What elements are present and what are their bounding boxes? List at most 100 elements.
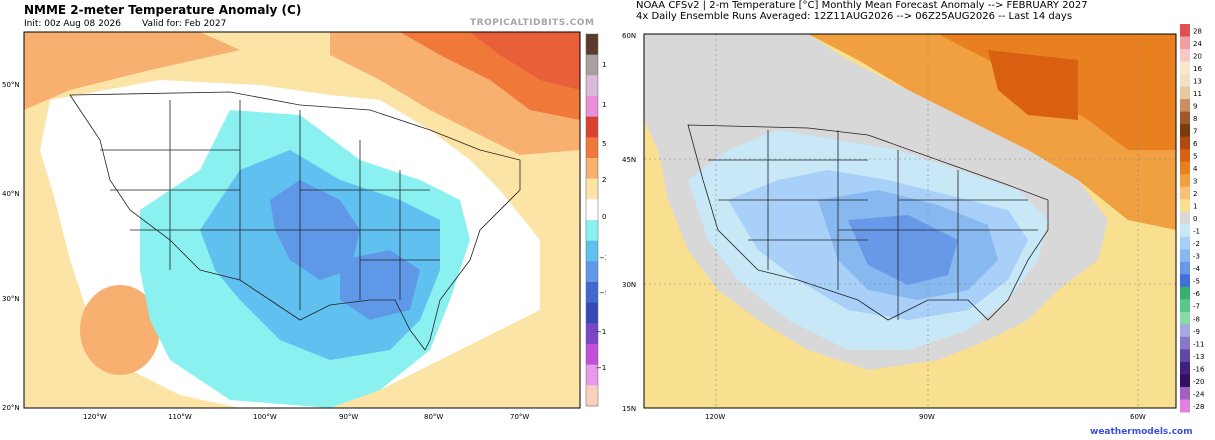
colorbar-label: -4: [1193, 265, 1201, 273]
colorbar-swatch: [1180, 349, 1190, 363]
colorbar-swatch: [1180, 186, 1190, 200]
colorbar-label: 28: [1193, 27, 1202, 35]
panel-subtitle: 4x Daily Ensemble Runs Averaged: 12Z11AU…: [636, 11, 1073, 22]
colorbar-swatch: [1180, 74, 1190, 88]
colorbar-label: 4: [1193, 165, 1198, 173]
colorbar-swatch: [1180, 361, 1190, 375]
colorbar-label: -3: [1193, 253, 1200, 261]
lon-label: 100°W: [253, 413, 277, 421]
colorbar-swatch: [586, 34, 598, 56]
colorbar-frame: [585, 33, 599, 407]
cfsv2-panel: NOAA CFSv2 | 2-m Temperature [°C] Monthl…: [608, 0, 1215, 440]
state-boundaries: [69, 91, 521, 351]
map-frame: [643, 33, 1177, 409]
lon-label: 110°W: [168, 413, 192, 421]
colorbar-swatch: [586, 178, 598, 200]
colorbar-swatch: [586, 344, 598, 366]
lat-label: 30N: [622, 281, 636, 289]
colorbar-swatch: [586, 240, 598, 262]
colorbar-label: -2: [1193, 240, 1200, 248]
colorbar-swatch: [586, 364, 598, 386]
colorbar-label: 8: [1193, 115, 1197, 123]
colorbar-label: −2: [599, 254, 606, 262]
colorbar-label: -13: [1193, 353, 1204, 361]
colorbar-swatch: [586, 199, 598, 221]
warm-anomaly-southwest: [80, 285, 160, 375]
colorbar-label: −18: [596, 364, 606, 372]
nmme-colorbar: [585, 33, 599, 407]
colorbar-label: -24: [1193, 390, 1205, 398]
graticule: [644, 34, 1176, 408]
colorbar-label: 13: [1193, 77, 1202, 85]
colorbar-label: 18: [602, 61, 606, 69]
colorbar-label: -6: [1193, 290, 1201, 298]
cfsv2-colorbar: 28 24 20 16 13 11 9 8 7 6 5 4 3 2 1 0 -1 -2 -3 -4 -5 -6 -7 -8 -9…: [1180, 24, 1205, 413]
source-brand: TROPICALTIDBITS.COM: [470, 18, 595, 28]
colorbar-swatch: [1180, 236, 1190, 250]
lon-label: 90°W: [339, 413, 358, 421]
colorbar-swatch: [1180, 86, 1190, 100]
colorbar-swatch: [1180, 199, 1190, 213]
colorbar-swatch: [1180, 399, 1190, 413]
colorbar-label: -8: [1193, 315, 1200, 323]
colorbar-swatch: [586, 385, 598, 407]
lat-label: 15N: [622, 405, 636, 413]
colorbar-swatch: [586, 261, 598, 283]
colorbar-label: 9: [1193, 102, 1197, 110]
colorbar-label: -1: [1193, 228, 1200, 236]
colorbar-swatch: [1180, 374, 1190, 388]
colorbar-swatch: [586, 323, 598, 345]
init-time: Init: 00z Aug 08 2026: [24, 19, 121, 29]
colorbar-swatch: [1180, 211, 1190, 225]
colorbar-swatch: [1180, 49, 1190, 63]
colorbar-swatch: [586, 116, 598, 138]
colorbar-swatch: [1180, 136, 1190, 150]
colorbar-label: 5: [602, 140, 606, 148]
lon-label: 80°W: [424, 413, 443, 421]
colorbar-swatch: [1180, 311, 1190, 325]
lat-label: 20°N: [2, 404, 20, 412]
lat-label: 45N: [622, 156, 636, 164]
colorbar-label: -16: [1193, 365, 1205, 373]
colorbar-label: −10: [596, 328, 606, 336]
colorbar-label: -20: [1193, 378, 1204, 386]
colorbar-swatch: [1180, 111, 1190, 125]
lat-label: 50°N: [2, 81, 20, 89]
colorbar-label: 11: [1193, 90, 1202, 98]
colorbar-swatch: [1180, 299, 1190, 313]
colorbar-swatch: [586, 158, 598, 180]
colorbar-swatch: [1180, 324, 1190, 338]
colorbar-swatch: [586, 302, 598, 324]
colorbar-swatch: [1180, 24, 1190, 38]
lon-label: 70°W: [510, 413, 529, 421]
nmme-map: 50°N 40°N 30°N 20°N 120°W 110°W 100°W 90…: [2, 31, 606, 421]
colorbar-label: −5: [599, 289, 606, 297]
cfsv2-map: 60N 45N 30N 15N 120W 90W 60W 28242016131…: [622, 24, 1205, 421]
colorbar-swatch: [1180, 336, 1190, 350]
colorbar-swatch: [1180, 386, 1190, 400]
colorbar-swatch: [1180, 286, 1190, 300]
colorbar-swatch: [1180, 261, 1190, 275]
colorbar-label: 0: [602, 213, 606, 221]
warm-anomaly-peak: [988, 50, 1078, 120]
colorbar-label: 0: [1193, 215, 1197, 223]
state-boundaries: [687, 124, 1049, 321]
panel-title: NMME 2-meter Temperature Anomaly (C): [24, 3, 302, 17]
lat-label: 60N: [622, 32, 636, 40]
colorbar-label: -9: [1193, 328, 1200, 336]
colorbar-label: -7: [1193, 303, 1200, 311]
colorbar-swatch: [586, 75, 598, 97]
colorbar-swatch: [586, 220, 598, 242]
colorbar-swatch: [586, 282, 598, 304]
map-frame: [23, 31, 581, 409]
colorbar-label: -5: [1193, 278, 1200, 286]
colorbar-label: 10: [602, 101, 606, 109]
colorbar-label: -28: [1193, 403, 1204, 411]
colorbar-label: 5: [1193, 153, 1197, 161]
colorbar-swatch: [1180, 249, 1190, 263]
colorbar-swatch: [1180, 149, 1190, 163]
colorbar-label: 2: [1193, 190, 1197, 198]
colorbar-label: 7: [1193, 128, 1197, 136]
warm-anomaly-northwest: [24, 32, 240, 110]
cold-anomaly-core: [848, 215, 958, 285]
